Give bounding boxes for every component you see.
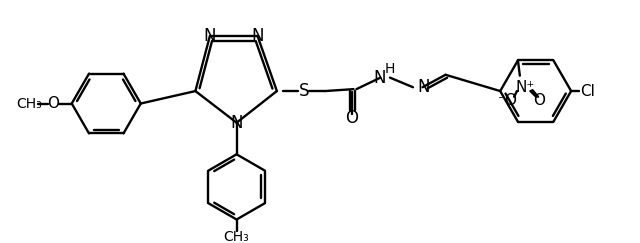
Text: O: O — [47, 96, 60, 111]
Text: ⁻O: ⁻O — [499, 93, 518, 108]
Text: CH₃: CH₃ — [17, 96, 42, 111]
Text: N: N — [374, 69, 386, 87]
Text: O: O — [533, 93, 545, 108]
Text: Cl: Cl — [580, 84, 595, 99]
Text: S: S — [298, 82, 309, 100]
Text: O: O — [345, 109, 358, 127]
Text: N: N — [418, 78, 430, 96]
Text: CH₃: CH₃ — [224, 230, 250, 243]
Text: N: N — [204, 27, 216, 45]
Text: N: N — [230, 114, 243, 132]
Text: N: N — [252, 27, 264, 45]
Text: H: H — [385, 62, 395, 76]
Text: N⁺: N⁺ — [516, 80, 535, 95]
